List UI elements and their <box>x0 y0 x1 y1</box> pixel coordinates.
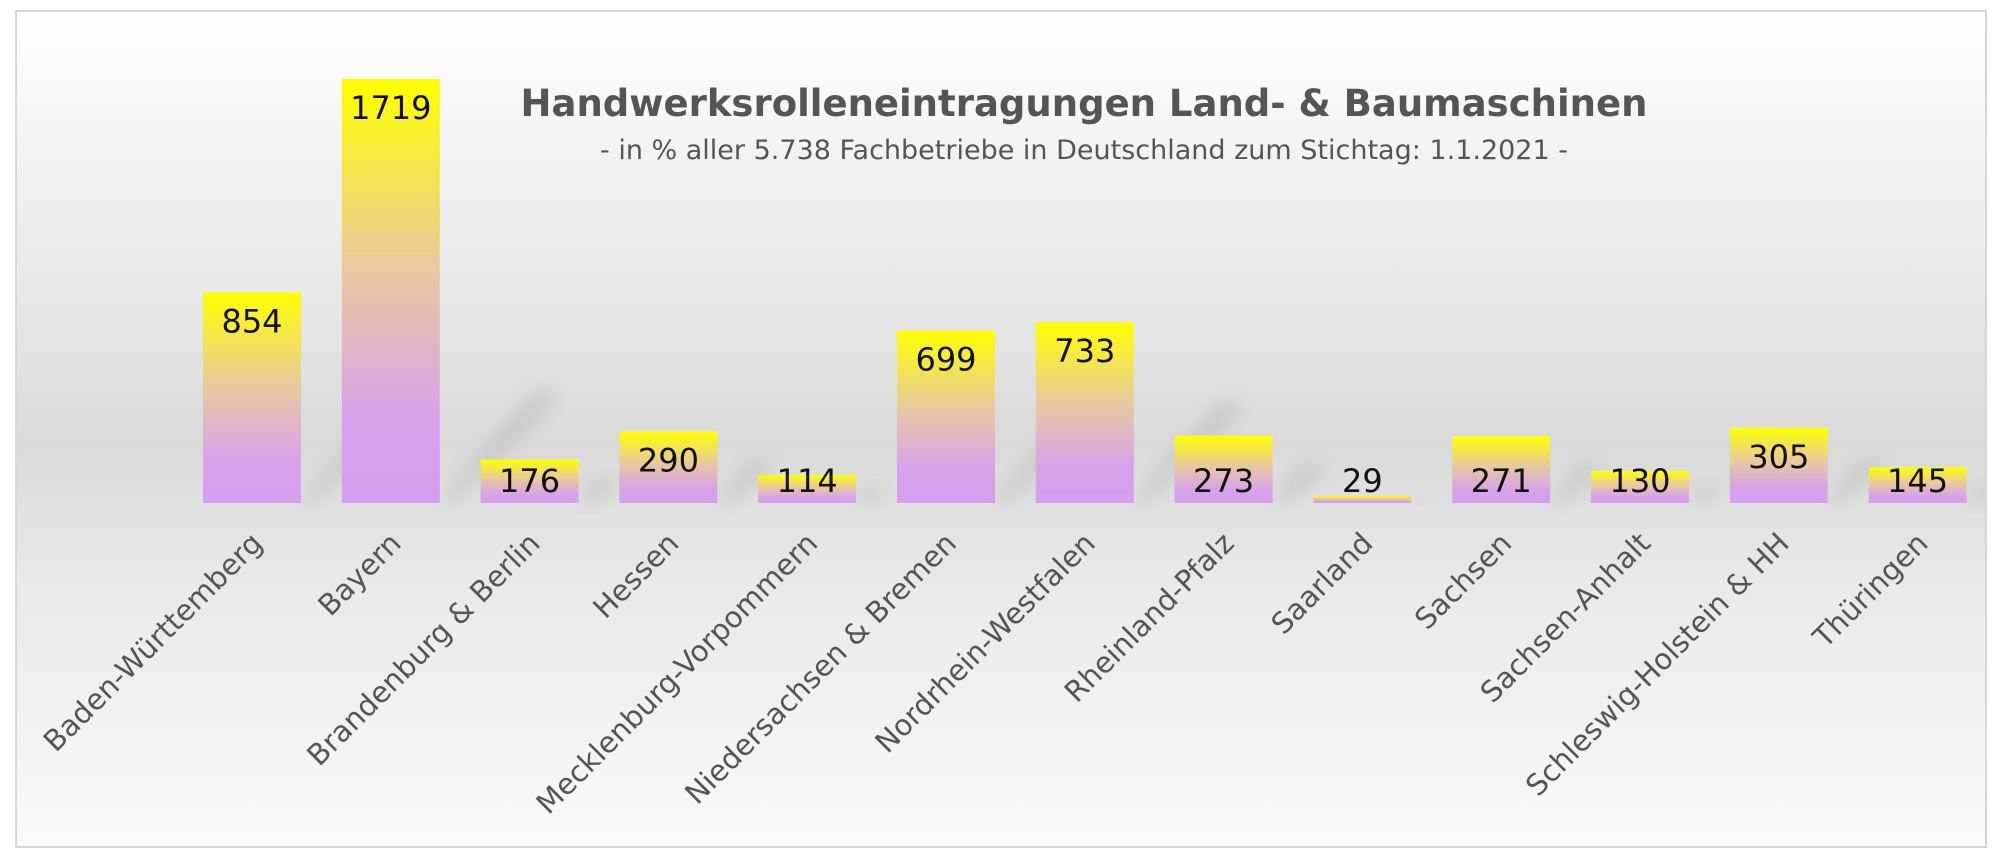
value-labels-group: 854 1719 176 290 114 699 733 273 29 271 130 305 145 <box>221 89 1948 500</box>
bar-shadow-saarland <box>1411 499 1435 503</box>
category-label-thueringen: Thüringen <box>1806 526 1935 655</box>
bar-saarland <box>1313 495 1412 503</box>
value-label-niedersachsen-and-bremen: 699 <box>915 341 976 379</box>
bar-shadow-bayern <box>439 393 559 503</box>
chart-subtitle: - in % aller 5.738 Fachbetriebe in Deuts… <box>600 135 1568 166</box>
bar-thueringen <box>1868 467 1967 503</box>
category-label-hessen: Hessen <box>586 526 685 625</box>
bar-shadow-rheinland-pfalz <box>1272 465 1326 503</box>
bar-shadow-brandenburg-and-berlin <box>578 479 621 503</box>
value-label-hessen: 290 <box>638 441 699 479</box>
bar-bayern <box>341 79 440 503</box>
category-label-niedersachsen-and-bremen: Niedersachsen & Bremen <box>678 526 963 811</box>
bar-rheinland-pfalz <box>1174 435 1273 503</box>
bar-mecklenburg-vorpommern <box>758 474 857 503</box>
bar-sachsen-anhalt <box>1591 470 1689 503</box>
bar-niedersachsen-and-bremen <box>897 330 995 503</box>
category-label-brandenburg-and-berlin: Brandenburg & Berlin <box>300 526 546 772</box>
category-label-mecklenburg-vorpommern: Mecklenburg-Vorpommern <box>529 526 824 821</box>
value-label-sachsen-anhalt: 130 <box>1609 462 1670 500</box>
bar-sachsen <box>1452 436 1551 503</box>
value-label-bayern: 1719 <box>350 89 431 127</box>
value-label-sachsen: 271 <box>1471 462 1532 500</box>
value-label-rheinland-pfalz: 273 <box>1193 462 1254 500</box>
value-label-saarland: 29 <box>1342 462 1383 500</box>
bars-group <box>203 79 1967 503</box>
bar-schleswig-holstein-and-hh <box>1729 427 1828 503</box>
chart-title: Handwerksrolleneintragungen Land- & Baum… <box>521 82 1648 125</box>
bar-hessen <box>619 431 718 503</box>
bar-shadow-sachsen <box>1550 466 1604 503</box>
category-label-bayern: Bayern <box>311 526 407 622</box>
value-label-baden-wuerttemberg: 854 <box>221 302 282 340</box>
bar-brandenburg-and-berlin <box>480 459 579 503</box>
bar-nordrhein-westfalen <box>1035 322 1134 503</box>
value-label-thueringen: 145 <box>1887 462 1948 500</box>
bar-shadow-hessen <box>717 463 773 503</box>
bar-baden-wuerttemberg <box>203 292 301 503</box>
category-label-baden-wuerttemberg: Baden-Württemberg <box>37 526 269 758</box>
bar-shadow-mecklenburg-vorpommern <box>856 487 891 503</box>
category-label-saarland: Saarland <box>1264 526 1379 641</box>
category-label-sachsen: Sachsen <box>1408 526 1518 636</box>
category-label-schleswig-holstein-and-hh: Schleswig-Holstein & HH <box>1519 526 1796 803</box>
value-label-brandenburg-and-berlin: 176 <box>499 462 560 500</box>
value-label-mecklenburg-vorpommern: 114 <box>777 462 838 500</box>
value-label-nordrhein-westfalen: 733 <box>1054 332 1115 370</box>
bar-shadow-thueringen <box>1966 483 1985 503</box>
value-label-schleswig-holstein-and-hh: 305 <box>1748 438 1809 476</box>
chart-frame: 854 1719 176 290 114 699 733 273 29 271 130 305 145 … <box>15 10 1987 848</box>
bar-shadow-sachsen-anhalt <box>1689 485 1725 503</box>
